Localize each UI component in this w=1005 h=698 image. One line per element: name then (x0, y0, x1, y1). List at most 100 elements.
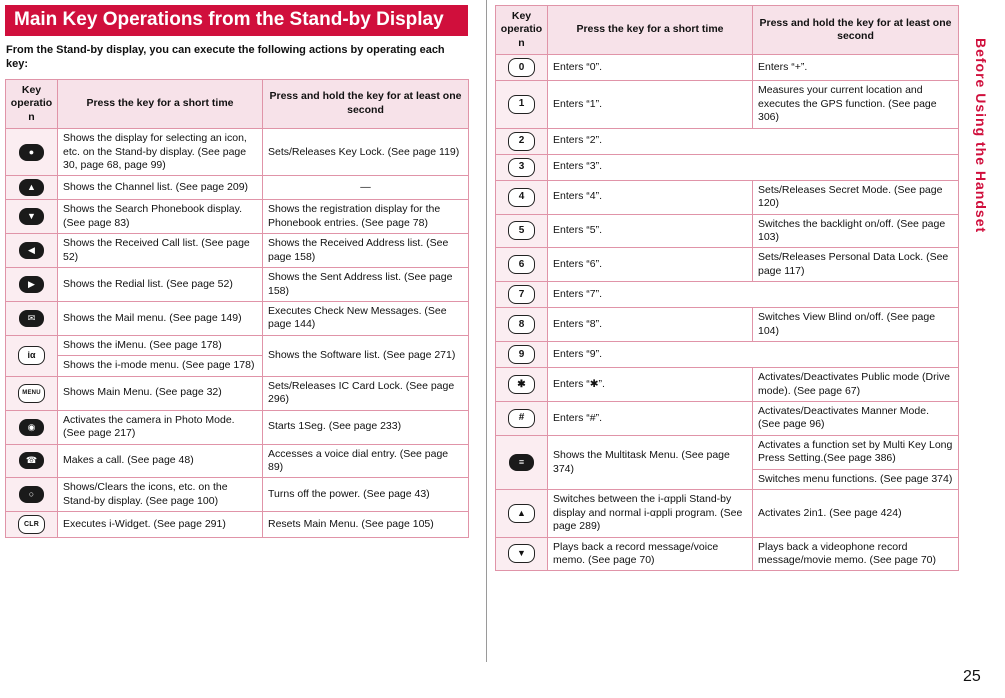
table-row: 6 Enters “6”. Sets/Releases Personal Dat… (495, 247, 959, 283)
key-cell: ▼ (5, 199, 58, 235)
clear-key-icon: CLR (18, 515, 45, 535)
hold-cell: Switches menu functions. (See page 374) (752, 468, 959, 491)
short-cell: Enters “2”. (547, 127, 959, 155)
table-header-row: Key operation Press the key for a short … (5, 78, 469, 130)
header-short-press: Press the key for a short time (57, 78, 263, 130)
header-hold-press: Press and hold the key for at least one … (262, 78, 469, 130)
hold-cell: Sets/Releases Personal Data Lock. (See p… (752, 247, 959, 283)
short-cell: Enters “3”. (547, 153, 959, 181)
table-row: 3 Enters “3”. (495, 153, 959, 181)
power-end-key-icon: ○ (19, 486, 44, 504)
short-cell: Shows the Mail menu. (See page 149) (57, 301, 263, 336)
key-cell: ▲ (495, 489, 548, 538)
short-cell: Enters “#”. (547, 401, 753, 436)
key-cell: # (495, 401, 548, 436)
hold-cell: Sets/Releases Key Lock. (See page 119) (262, 128, 469, 177)
key-cell: ▼ (495, 536, 548, 572)
key-5-icon: 5 (508, 221, 535, 241)
key-0-icon: 0 (508, 58, 535, 78)
i-mode-key-icon: iα (18, 346, 45, 366)
key-4-icon: 4 (508, 187, 535, 207)
key-cell: ◉ (5, 409, 58, 445)
header-hold-press: Press and hold the key for at least one … (752, 4, 959, 56)
header-key-operation: Key operation (5, 78, 58, 130)
hold-cell: Shows the Received Address list. (See pa… (262, 233, 469, 269)
camera-key-icon: ◉ (19, 418, 44, 436)
page-number: 25 (963, 668, 981, 685)
table-row: 1 Enters “1”. Measures your current loca… (495, 80, 959, 129)
hold-cell: Enters “+”. (752, 54, 959, 82)
table-row: 4 Enters “4”. Sets/Releases Secret Mode.… (495, 179, 959, 215)
key-cell: 9 (495, 341, 548, 369)
short-cell: Shows the iMenu. (See page 178) (57, 334, 263, 357)
hold-cell: Activates/Deactivates Public mode (Drive… (752, 367, 959, 402)
hold-cell: — (262, 175, 469, 201)
multitask-key-icon: ≡ (509, 454, 534, 472)
up-key-icon: ▲ (19, 179, 44, 197)
hold-cell: Sets/Releases IC Card Lock. (See page 29… (262, 375, 469, 411)
chapter-sidebar-label: Before Using the Handset (973, 38, 989, 234)
table-row: 5 Enters “5”. Switches the backlight on/… (495, 213, 959, 249)
short-cell: Shows the Redial list. (See page 52) (57, 267, 263, 303)
table-row: CLR Executes i-Widget. (See page 291) Re… (5, 511, 469, 539)
right-key-icon: ▶ (19, 276, 44, 294)
key-2-icon: 2 (508, 131, 535, 151)
table-row: ○ Shows/Clears the icons, etc. on the St… (5, 477, 469, 513)
hold-cell: Turns off the power. (See page 43) (262, 477, 469, 513)
short-cell: Shows the Multitask Menu. (See page 374) (547, 434, 753, 491)
table-row: ✉ Shows the Mail menu. (See page 149) Ex… (5, 301, 469, 336)
mail-key-icon: ✉ (19, 309, 44, 327)
table-row: MENU Shows Main Menu. (See page 32) Sets… (5, 375, 469, 411)
short-cell: Shows the Channel list. (See page 209) (57, 175, 263, 201)
short-cell: Enters “1”. (547, 80, 753, 129)
table-row: 7 Enters “7”. (495, 281, 959, 309)
table-row: ◉ Activates the camera in Photo Mode. (S… (5, 409, 469, 445)
side-down-key-icon: ▼ (508, 544, 535, 564)
hold-cell: Shows the registration display for the P… (262, 199, 469, 235)
page-gutter-divider (486, 0, 487, 662)
left-key-icon: ◀ (19, 242, 44, 260)
short-cell: Shows/Clears the icons, etc. on the Stan… (57, 477, 263, 513)
key-cell: iα (5, 334, 58, 377)
short-cell: Activates the camera in Photo Mode. (See… (57, 409, 263, 445)
key-hash-icon: # (508, 408, 535, 428)
key-6-icon: 6 (508, 255, 535, 275)
table-row: ▶ Shows the Redial list. (See page 52) S… (5, 267, 469, 303)
key-cell: ≡ (495, 434, 548, 491)
short-cell: Shows the i-mode menu. (See page 178) (57, 355, 263, 377)
key-cell: ○ (5, 477, 58, 513)
short-cell: Shows the display for selecting an icon,… (57, 128, 263, 177)
intro-text: From the Stand-by display, you can execu… (6, 44, 445, 71)
start-call-key-icon: ☎ (19, 452, 44, 470)
key-cell: ✉ (5, 301, 58, 336)
short-cell: Enters “6”. (547, 247, 753, 283)
menu-key-icon: MENU (18, 383, 45, 403)
short-cell: Enters “9”. (547, 341, 959, 369)
key-9-icon: 9 (508, 345, 535, 365)
key-7-icon: 7 (508, 285, 535, 305)
header-key-operation: Key operation (495, 4, 548, 56)
key-cell: ▲ (5, 175, 58, 201)
table-row: 0 Enters “0”. Enters “+”. (495, 54, 959, 82)
table-row: ☎ Makes a call. (See page 48) Accesses a… (5, 443, 469, 479)
hold-cell: Plays back a videophone record message/m… (752, 536, 959, 572)
short-cell: Enters “4”. (547, 179, 753, 215)
right-key-table: Key operation Press the key for a short … (495, 4, 959, 572)
key-cell: CLR (5, 511, 58, 539)
hold-cell: Accesses a voice dial entry. (See page 8… (262, 443, 469, 479)
short-cell: Enters “8”. (547, 307, 753, 343)
key-cell: 0 (495, 54, 548, 82)
hold-cell: Measures your current location and execu… (752, 80, 959, 129)
table-row: 9 Enters “9”. (495, 341, 959, 369)
hold-cell: Shows the Sent Address list. (See page 1… (262, 267, 469, 303)
hold-cell: Switches View Blind on/off. (See page 10… (752, 307, 959, 343)
hold-cell: Sets/Releases Secret Mode. (See page 120… (752, 179, 959, 215)
table-row: # Enters “#”. Activates/Deactivates Mann… (495, 401, 959, 436)
header-short-press: Press the key for a short time (547, 4, 753, 56)
key-cell: 2 (495, 127, 548, 155)
key-cell: ◀ (5, 233, 58, 269)
short-cell: Enters “0”. (547, 54, 753, 82)
down-key-icon: ▼ (19, 208, 44, 226)
short-cell: Shows the Received Call list. (See page … (57, 233, 263, 269)
